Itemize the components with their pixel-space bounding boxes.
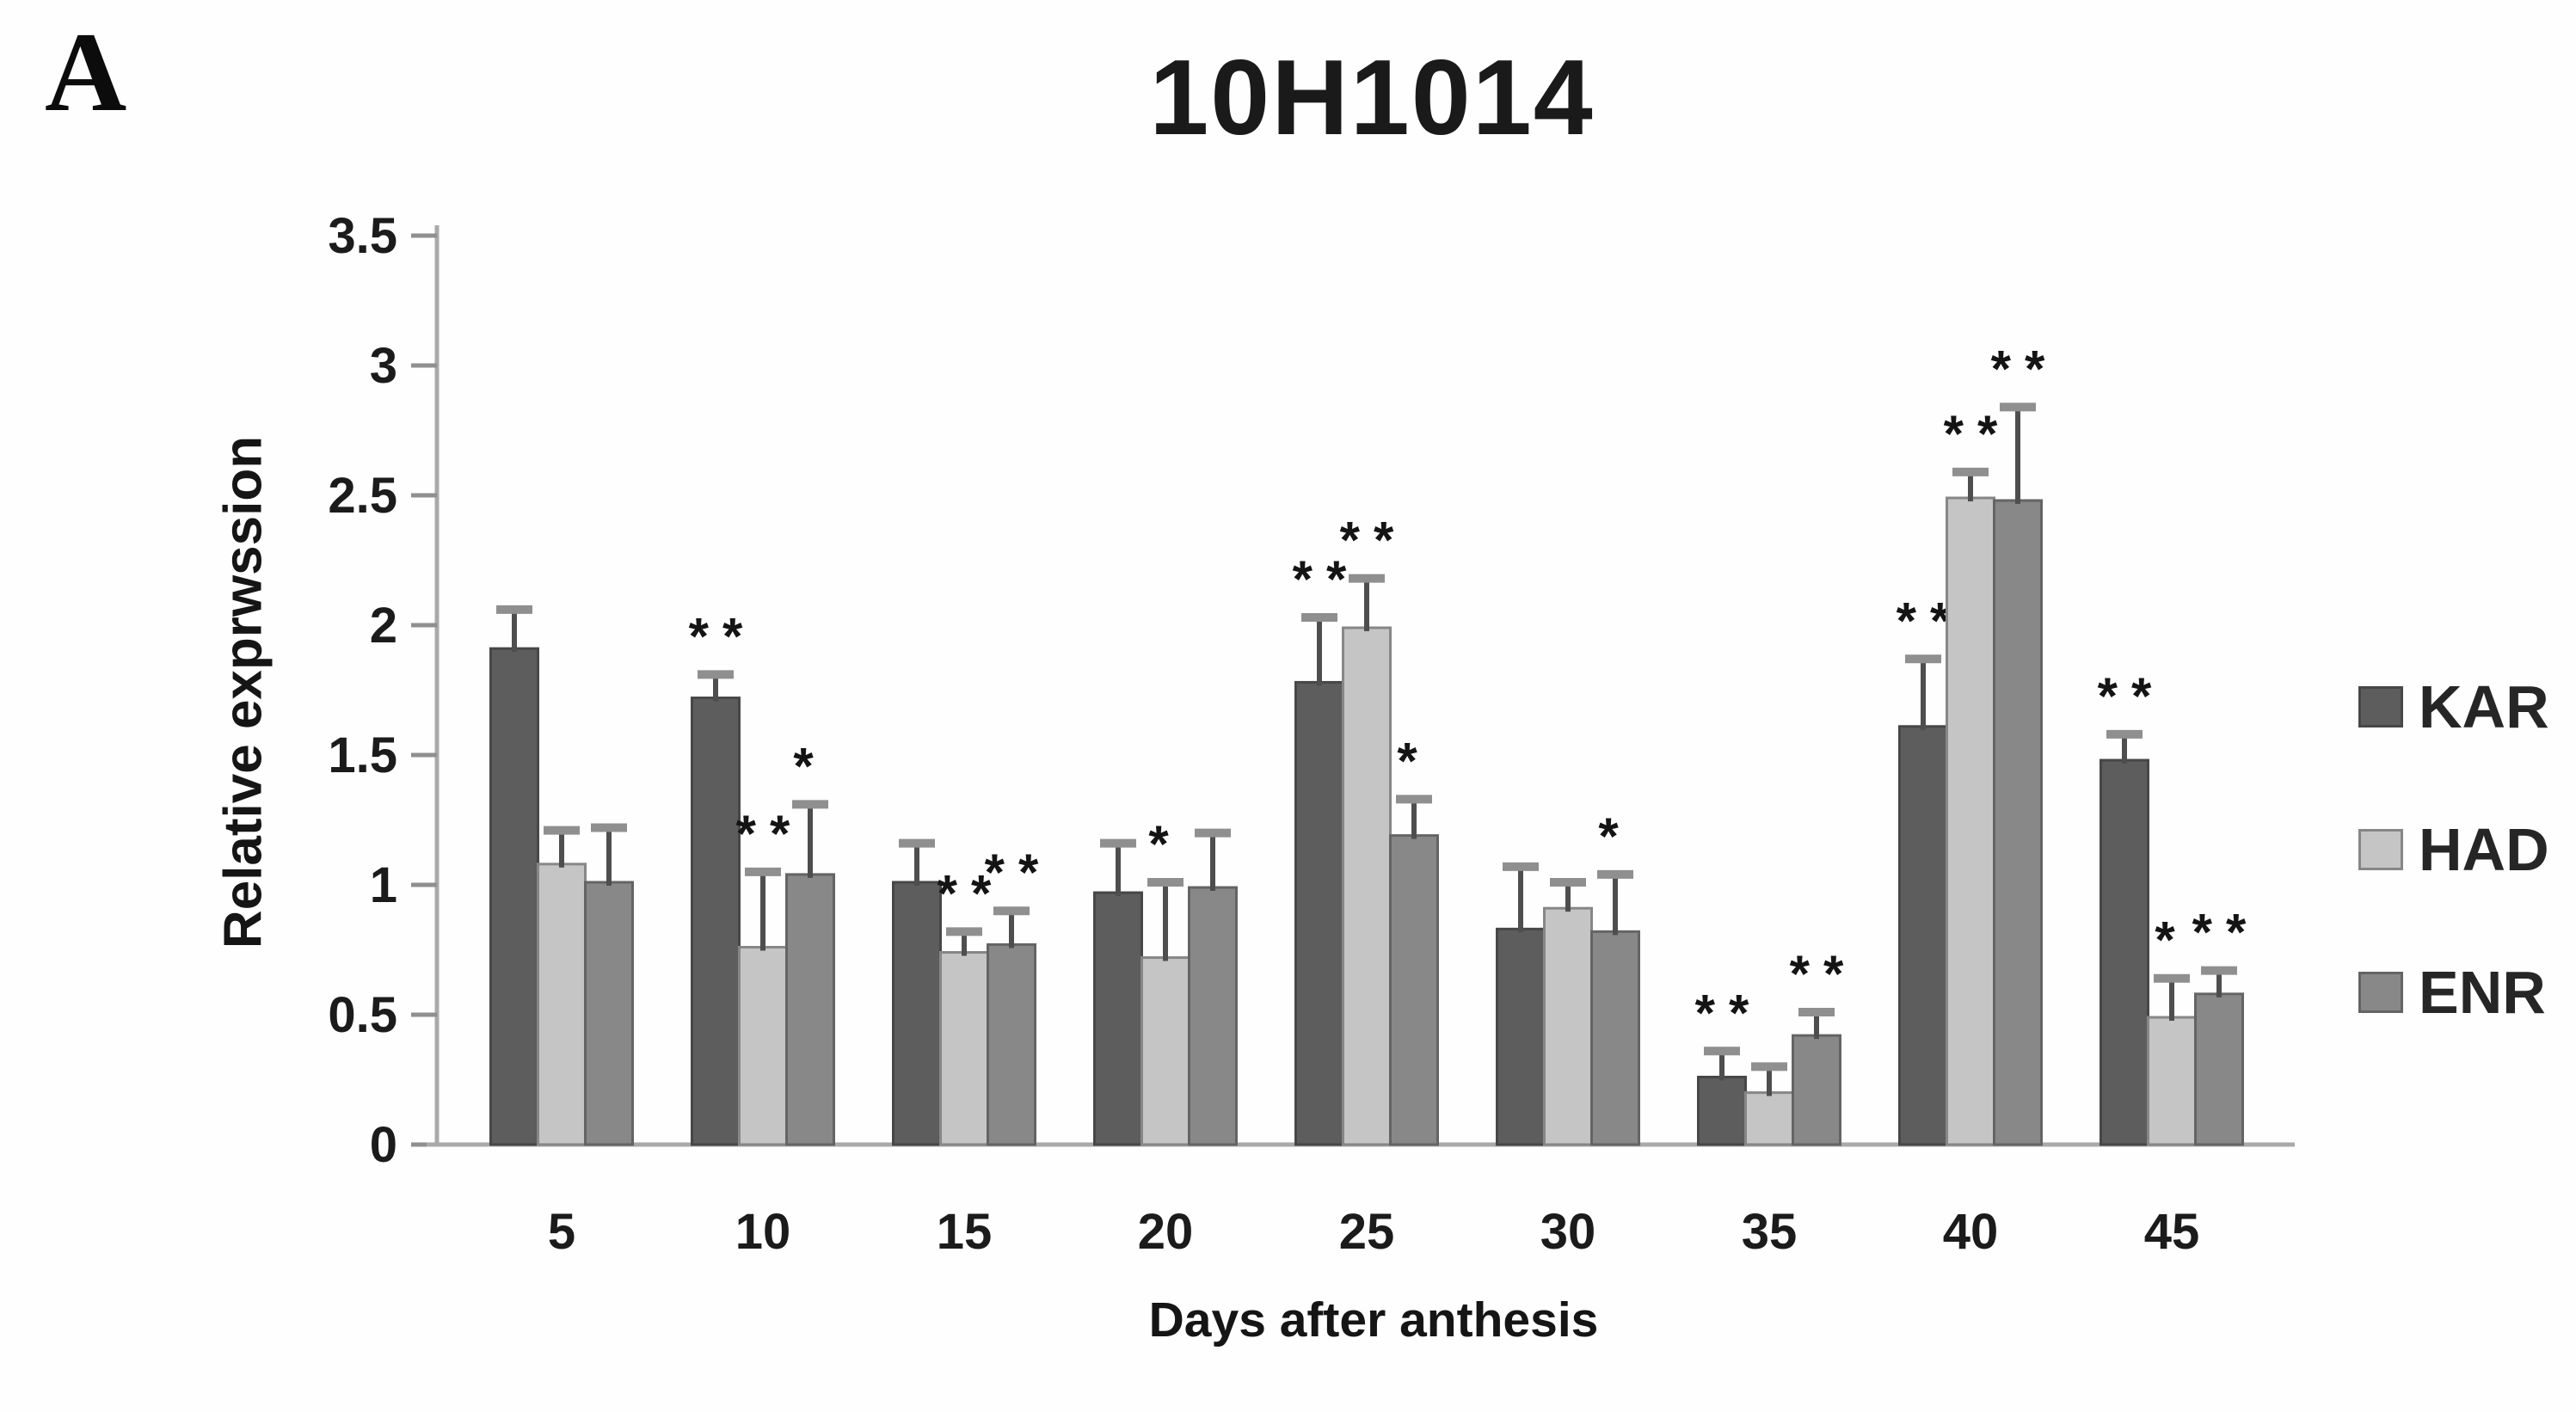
legend-label-enr: ENR xyxy=(2419,959,2546,1026)
bar-HAD-45 xyxy=(2147,1016,2197,1146)
sig-marker-KAR-35: ** xyxy=(1695,984,1763,1041)
y-tick-label: 0 xyxy=(370,1117,397,1173)
bar-ENR-45 xyxy=(2194,992,2244,1146)
bar-KAR-25 xyxy=(1294,680,1344,1146)
y-tick-label: 3 xyxy=(370,338,397,394)
sig-marker-ENR-45: ** xyxy=(2192,904,2260,961)
bar-ENR-30 xyxy=(1590,930,1640,1146)
x-tick-label: 25 xyxy=(1339,1204,1395,1260)
legend: KAR HAD ENR xyxy=(2358,677,2549,1022)
bar-HAD-35 xyxy=(1744,1091,1794,1146)
sig-marker-KAR-45: ** xyxy=(2098,667,2166,725)
sig-marker-ENR-40: ** xyxy=(1991,340,2059,397)
bar-ENR-15 xyxy=(987,942,1036,1146)
sig-marker-HAD-40: ** xyxy=(1944,405,2012,463)
legend-label-kar: KAR xyxy=(2419,673,2549,740)
legend-item-had: HAD xyxy=(2358,820,2549,880)
bar-HAD-15 xyxy=(939,951,989,1146)
x-axis-title: Days after anthesis xyxy=(1148,1292,1599,1348)
x-tick-label: 10 xyxy=(735,1204,791,1260)
x-tick-label: 35 xyxy=(1742,1204,1798,1260)
sig-marker-HAD-20: * xyxy=(1148,815,1182,873)
bar-HAD-25 xyxy=(1342,626,1392,1146)
bar-KAR-40 xyxy=(1898,725,1948,1146)
y-tick-label: 2 xyxy=(370,598,397,654)
sig-marker-ENR-25: * xyxy=(1397,732,1430,789)
sig-marker-HAD-10: ** xyxy=(736,805,804,863)
y-tick-label: 1.5 xyxy=(328,727,397,783)
bar-ENR-20 xyxy=(1188,886,1238,1146)
legend-label-had: HAD xyxy=(2419,816,2549,883)
chart-title: 10H1014 xyxy=(1149,39,1595,157)
panel-letter: A xyxy=(45,9,127,135)
y-tick-label: 3.5 xyxy=(328,208,397,264)
y-tick-label: 2.5 xyxy=(328,468,397,524)
bar-KAR-10 xyxy=(691,697,741,1146)
sig-marker-KAR-40: ** xyxy=(1897,592,1964,649)
sig-marker-ENR-35: ** xyxy=(1790,945,1858,1003)
bar-KAR-20 xyxy=(1093,891,1143,1146)
sig-marker-ENR-30: * xyxy=(1598,807,1632,865)
bar-ENR-25 xyxy=(1389,834,1439,1146)
bar-HAD-20 xyxy=(1140,956,1190,1146)
x-tick-label: 5 xyxy=(548,1204,575,1260)
bar-KAR-35 xyxy=(1697,1075,1747,1146)
y-tick-label: 0.5 xyxy=(328,987,397,1043)
bar-KAR-5 xyxy=(489,647,539,1146)
x-tick-label: 45 xyxy=(2144,1204,2200,1260)
bar-ENR-40 xyxy=(1993,499,2043,1146)
sig-marker-KAR-10: ** xyxy=(689,607,757,665)
x-tick-label: 20 xyxy=(1138,1204,1194,1260)
sig-marker-ENR-15: ** xyxy=(985,844,1053,901)
bar-KAR-30 xyxy=(1496,927,1546,1146)
sig-marker-ENR-10: * xyxy=(793,737,827,795)
x-tick-label: 40 xyxy=(1943,1204,1999,1260)
legend-item-enr: ENR xyxy=(2358,962,2549,1022)
had-swatch-icon xyxy=(2358,829,2403,870)
y-tick-label: 1 xyxy=(370,857,397,913)
bar-HAD-10 xyxy=(738,945,788,1146)
sig-marker-HAD-25: ** xyxy=(1340,512,1408,569)
sig-marker-KAR-25: ** xyxy=(1293,550,1361,608)
x-tick-label: 15 xyxy=(937,1204,993,1260)
enr-swatch-icon xyxy=(2358,972,2403,1013)
bar-KAR-15 xyxy=(892,881,942,1146)
bar-ENR-5 xyxy=(584,881,634,1146)
legend-item-kar: KAR xyxy=(2358,677,2549,737)
bar-HAD-5 xyxy=(537,863,587,1146)
bar-ENR-10 xyxy=(785,873,835,1146)
sig-marker-HAD-15: ** xyxy=(938,864,1005,922)
bar-KAR-45 xyxy=(2100,758,2149,1146)
bar-HAD-30 xyxy=(1543,906,1593,1146)
bar-ENR-35 xyxy=(1792,1034,1841,1146)
kar-swatch-icon xyxy=(2358,686,2403,727)
x-tick-label: 30 xyxy=(1540,1204,1596,1260)
sig-marker-HAD-45: * xyxy=(2155,912,2188,969)
bar-HAD-40 xyxy=(1946,496,1995,1146)
